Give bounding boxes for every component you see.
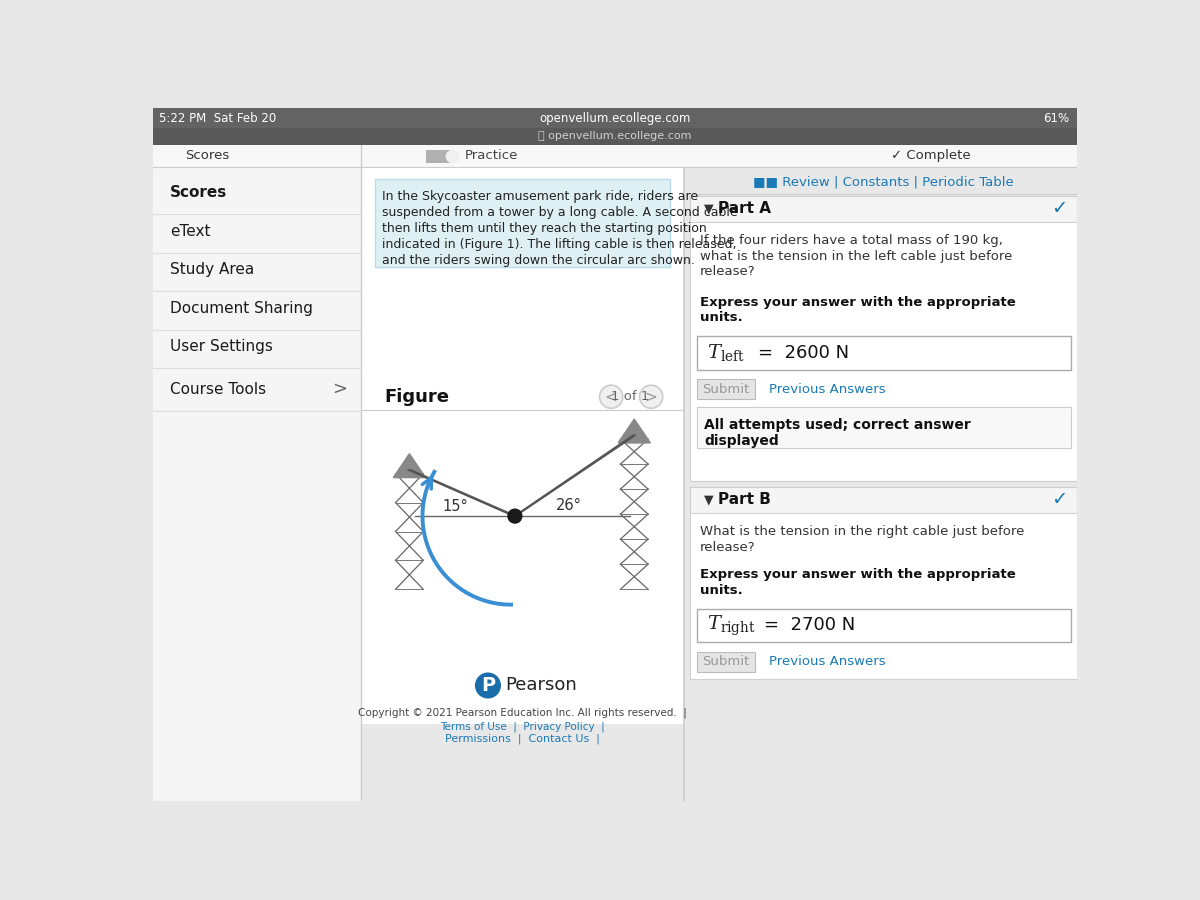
- Text: Express your answer with the appropriate: Express your answer with the appropriate: [700, 296, 1015, 309]
- Text: ✓: ✓: [1051, 491, 1068, 509]
- Text: suspended from a tower by a long cable. A second cable: suspended from a tower by a long cable. …: [383, 206, 738, 219]
- Bar: [154, 128, 1078, 145]
- Text: units.: units.: [700, 584, 743, 597]
- Bar: [154, 145, 1078, 166]
- Circle shape: [600, 385, 623, 409]
- Text: what is the tension in the left cable just before: what is the tension in the left cable ju…: [700, 249, 1012, 263]
- Text: ▼: ▼: [704, 202, 714, 215]
- Circle shape: [508, 509, 522, 523]
- Text: displayed: displayed: [704, 434, 779, 447]
- Text: openvellum.ecollege.com: openvellum.ecollege.com: [539, 112, 691, 124]
- Bar: [154, 166, 361, 801]
- Text: Figure: Figure: [384, 388, 449, 406]
- Text: 1 of 1: 1 of 1: [611, 391, 649, 403]
- Polygon shape: [394, 454, 426, 478]
- Text: P: P: [481, 676, 496, 695]
- Text: ■■ Review | Constants | Periodic Table: ■■ Review | Constants | Periodic Table: [754, 176, 1014, 188]
- Text: ✓: ✓: [1051, 200, 1068, 219]
- Text: units.: units.: [700, 311, 743, 324]
- Text: If the four riders have a total mass of 190 kg,: If the four riders have a total mass of …: [700, 234, 1002, 248]
- Text: 🔒 openvellum.ecollege.com: 🔒 openvellum.ecollege.com: [539, 131, 691, 141]
- Bar: [697, 608, 1070, 643]
- Text: indicated in (Figure 1). The lifting cable is then released,: indicated in (Figure 1). The lifting cab…: [383, 238, 737, 251]
- Text: In the Skycoaster amusement park ride, riders are: In the Skycoaster amusement park ride, r…: [383, 190, 698, 203]
- Text: and the riders swing down the circular arc shown.: and the riders swing down the circular a…: [383, 255, 695, 267]
- Circle shape: [475, 673, 500, 698]
- Text: Document Sharing: Document Sharing: [170, 301, 313, 316]
- Text: then lifts them until they reach the starting position: then lifts them until they reach the sta…: [383, 222, 707, 235]
- Bar: [697, 336, 1070, 370]
- Text: 26°: 26°: [556, 498, 582, 513]
- Text: Part B: Part B: [718, 492, 772, 508]
- Text: Part A: Part A: [718, 202, 772, 216]
- Text: 15°: 15°: [442, 500, 468, 515]
- Text: Previous Answers: Previous Answers: [769, 382, 886, 396]
- Bar: [690, 487, 1078, 513]
- Text: release?: release?: [700, 541, 755, 554]
- Bar: [374, 179, 671, 267]
- Text: >: >: [332, 380, 347, 398]
- Bar: [690, 196, 1078, 481]
- Bar: [154, 108, 1078, 128]
- Text: $T_\mathrm{left}$: $T_\mathrm{left}$: [708, 342, 745, 364]
- Bar: [396, 473, 424, 590]
- Text: Scores: Scores: [170, 185, 227, 200]
- Text: Pearson: Pearson: [505, 677, 577, 695]
- Circle shape: [640, 385, 662, 409]
- Bar: [690, 487, 1078, 680]
- Text: What is the tension in the right cable just before: What is the tension in the right cable j…: [700, 526, 1024, 538]
- Bar: [620, 439, 648, 590]
- Text: Permissions  |  Contact Us  |: Permissions | Contact Us |: [445, 734, 600, 744]
- Text: <: <: [605, 389, 618, 404]
- Text: All attempts used; correct answer: All attempts used; correct answer: [704, 418, 971, 431]
- Text: release?: release?: [700, 266, 755, 278]
- Bar: [380, 590, 665, 597]
- Circle shape: [446, 150, 458, 163]
- Text: Course Tools: Course Tools: [170, 382, 266, 397]
- Bar: [361, 166, 684, 724]
- Bar: [697, 652, 755, 671]
- Text: =  2600 N: = 2600 N: [758, 344, 850, 362]
- Text: ✓ Complete: ✓ Complete: [890, 149, 971, 162]
- Text: User Settings: User Settings: [170, 339, 272, 355]
- Text: =  2700 N: = 2700 N: [764, 616, 856, 634]
- Text: ▼: ▼: [704, 493, 714, 507]
- Text: 61%: 61%: [1043, 112, 1069, 124]
- Bar: [697, 407, 1070, 448]
- Text: $T_\mathrm{right}$: $T_\mathrm{right}$: [708, 613, 756, 637]
- Text: Terms of Use  |  Privacy Policy  |: Terms of Use | Privacy Policy |: [440, 721, 605, 732]
- Text: eText: eText: [170, 224, 210, 238]
- Text: Practice: Practice: [464, 149, 518, 162]
- Text: Study Area: Study Area: [170, 262, 254, 277]
- Text: Previous Answers: Previous Answers: [769, 655, 886, 668]
- Bar: [697, 379, 755, 399]
- Bar: [426, 150, 452, 163]
- Text: Express your answer with the appropriate: Express your answer with the appropriate: [700, 569, 1015, 581]
- Text: Submit: Submit: [702, 382, 750, 396]
- Bar: [690, 196, 1078, 222]
- Text: 5:22 PM  Sat Feb 20: 5:22 PM Sat Feb 20: [160, 112, 276, 124]
- Text: Submit: Submit: [702, 655, 750, 668]
- Text: >: >: [644, 389, 658, 404]
- Text: Scores: Scores: [185, 149, 229, 162]
- Polygon shape: [618, 419, 650, 443]
- Text: Copyright © 2021 Pearson Education Inc. All rights reserved.  |: Copyright © 2021 Pearson Education Inc. …: [358, 707, 688, 717]
